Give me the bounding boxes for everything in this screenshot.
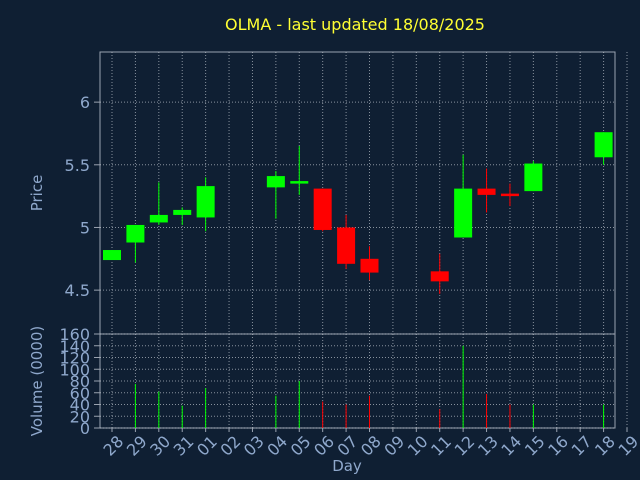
price-y-ticks: 4.5 5 5.5 6	[65, 93, 100, 300]
candle-body	[126, 224, 145, 243]
candle-body	[594, 132, 613, 158]
chart-title: OLMA - last updated 18/08/2025	[225, 15, 485, 34]
candle-body	[290, 181, 309, 184]
candle-body	[477, 188, 496, 195]
candle-body	[360, 258, 379, 273]
x-tick-label: 19	[614, 432, 640, 460]
candle-body	[149, 214, 168, 223]
volume-y-tick-label: 160	[59, 325, 90, 344]
candle-body	[313, 188, 332, 230]
x-tick-labels: 2829303101020304050607080910111213141516…	[99, 428, 640, 460]
volume-y-tick-label: 80	[70, 372, 90, 391]
volume-gridlines	[100, 333, 628, 429]
candle-body	[173, 209, 192, 215]
price-y-tick-label: 6	[80, 93, 90, 112]
volume-y-tick-label: 0	[80, 419, 90, 438]
volume-y-tick-label: 60	[70, 384, 90, 403]
volume-plot-area	[99, 333, 616, 429]
candle-body	[500, 193, 519, 197]
volume-y-tick-label: 20	[70, 407, 90, 426]
candle-body	[337, 227, 356, 264]
price-candles	[103, 132, 613, 294]
candle-body	[196, 186, 215, 218]
price-y-tick-label: 5	[80, 218, 90, 237]
candle-body	[103, 250, 121, 261]
candle-body	[524, 163, 543, 192]
candle-body	[266, 176, 285, 188]
volume-bars	[134, 345, 605, 428]
volume-y-axis-label: Volume (0000)	[28, 326, 46, 436]
volume-y-tick-label: 140	[59, 337, 90, 356]
price-y-tick-label: 5.5	[65, 156, 90, 175]
volume-y-tick-label: 100	[59, 360, 90, 379]
volume-y-tick-label: 120	[59, 349, 90, 368]
price-y-tick-label: 4.5	[65, 281, 90, 300]
x-axis-label: Day	[332, 457, 362, 475]
price-gridlines	[100, 52, 628, 334]
candle-body	[430, 271, 449, 282]
candle-body	[454, 188, 473, 238]
volume-y-tick-label: 40	[70, 396, 90, 415]
price-y-axis-label: Price	[28, 175, 46, 212]
price-plot-area	[99, 51, 616, 335]
